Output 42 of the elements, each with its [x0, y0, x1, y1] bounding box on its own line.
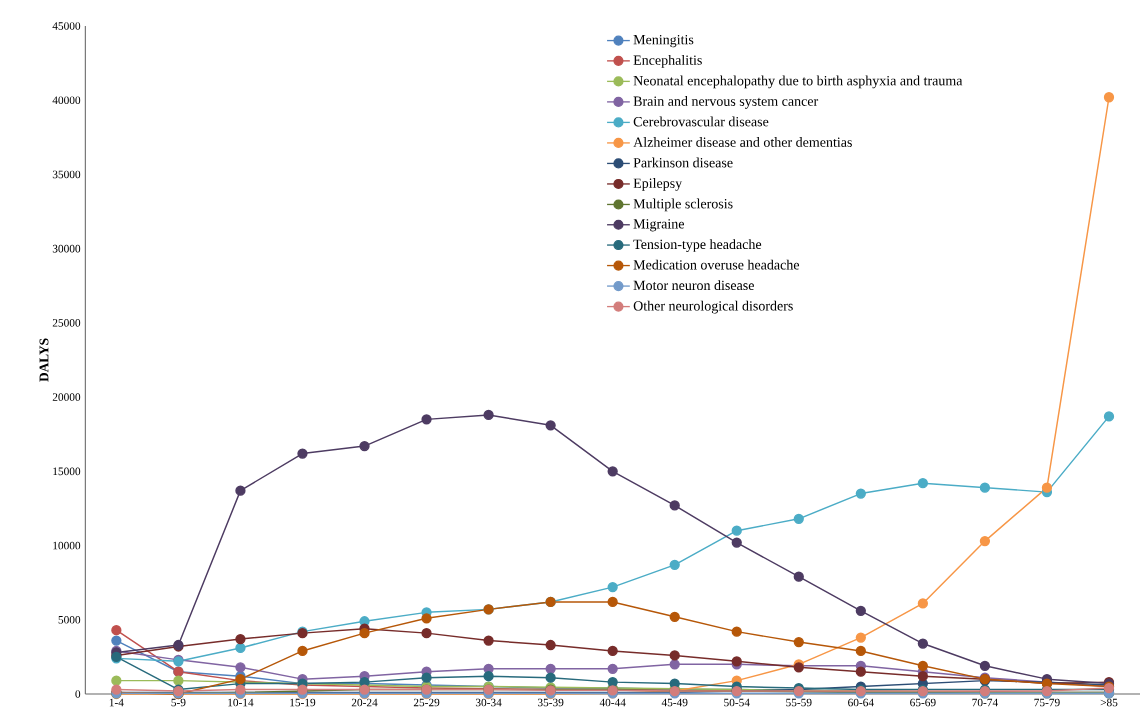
y-tick-label: 30000 [52, 244, 81, 253]
y-tick-label: 10000 [53, 541, 81, 550]
y-tick-label: 45000 [52, 22, 81, 30]
legend-label: Parkinson disease [633, 157, 733, 168]
y-tick-label: 0 [75, 690, 81, 698]
x-tick-label: 25-29 [413, 698, 440, 707]
x-tick-label: 5-9 [171, 698, 186, 707]
y-tick-label: 5000 [58, 616, 81, 624]
legend-label: Epilepsy [633, 178, 683, 191]
x-tick-label: 60-64 [848, 698, 874, 707]
y-axis-title: DALYS [39, 338, 49, 382]
legend-label: Encephalitis [633, 55, 702, 68]
x-tick-label: 35-39 [537, 698, 564, 707]
x-tick-label: 30-34 [475, 698, 502, 707]
x-tick-label: 40-44 [599, 698, 626, 707]
x-tick-label: 10-14 [228, 698, 254, 707]
y-tick-label: 40000 [52, 96, 81, 105]
x-tick-label: 15-19 [290, 698, 316, 707]
legend-label: Tension-type headache [633, 239, 762, 253]
x-tick-label: >85 [1100, 698, 1118, 707]
y-tick-label: 15000 [53, 467, 81, 476]
x-tick-label: 65-69 [910, 698, 936, 707]
x-tick-label: 75-79 [1034, 698, 1060, 707]
legend-label: Alzheimer disease and other dementias [633, 137, 852, 148]
y-tick-label: 20000 [52, 393, 81, 402]
x-tick-label: 45-49 [661, 698, 688, 707]
y-tick-label: 25000 [52, 319, 81, 327]
x-tick-label: 20-24 [351, 698, 378, 707]
y-tick-label: 35000 [52, 170, 81, 179]
x-tick-label: 50-54 [724, 698, 750, 707]
x-tick-label: 1-4 [109, 698, 124, 707]
legend-label: Multiple sclerosis [633, 198, 733, 212]
legend-label: Medication overuse headache [633, 259, 800, 270]
legend-label: Other neurological disorders [633, 300, 793, 314]
legend-label: Motor neuron disease [633, 280, 754, 291]
legend-label: Cerebrovascular disease [633, 116, 769, 127]
legend-label: Neonatal encephalopathy due to birth asphyxia and trauma [633, 75, 963, 89]
x-tick-label: 55-59 [786, 698, 812, 707]
legend-label: Meningitis [633, 35, 694, 48]
legend-label: Migraine [633, 219, 684, 232]
x-tick-label: 70-74 [972, 698, 998, 707]
legend-label: Brain and nervous system cancer [633, 96, 819, 109]
